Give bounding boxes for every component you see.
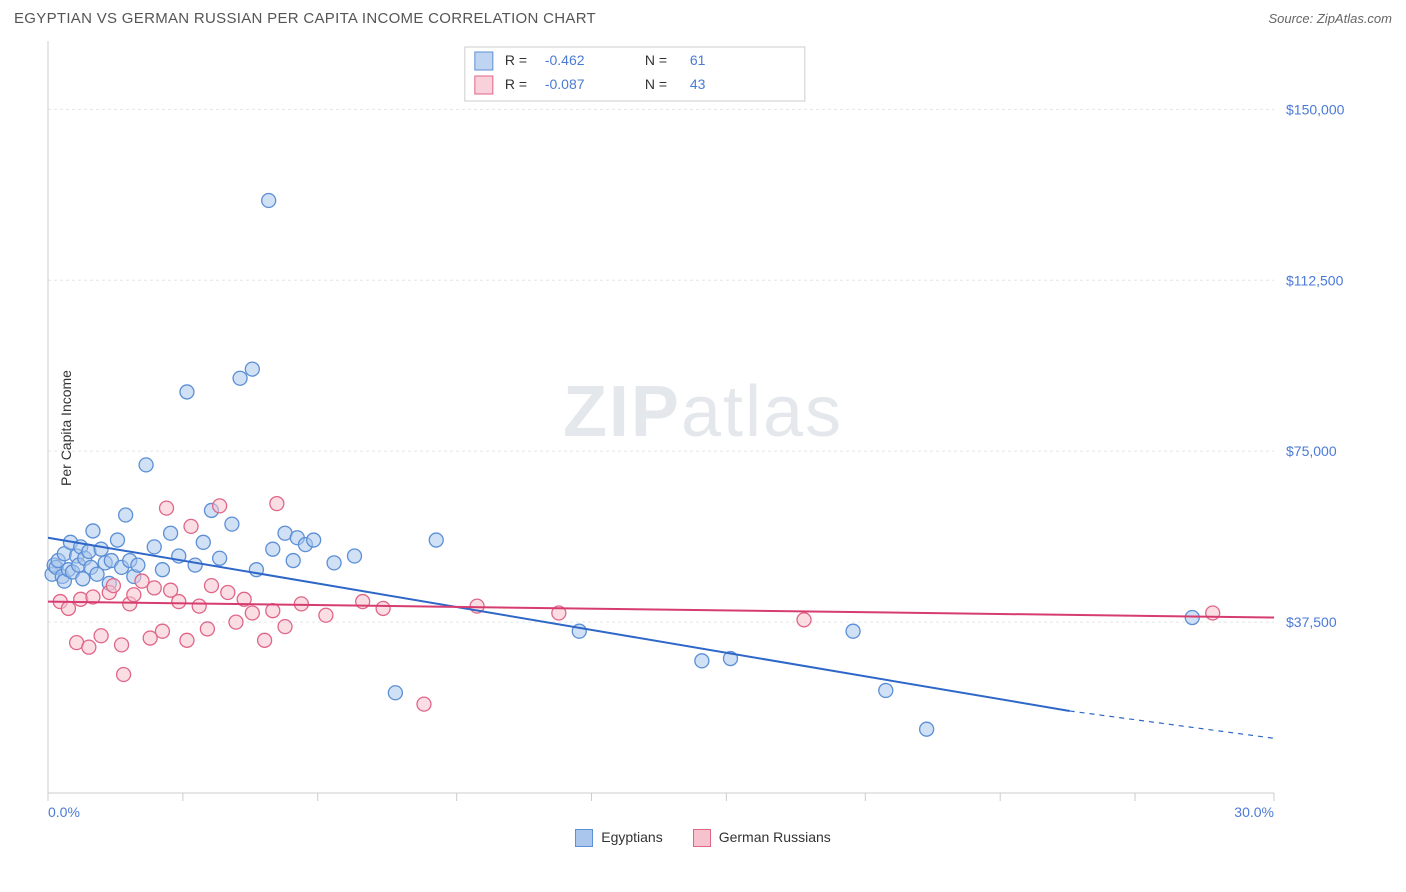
y-tick-label: $112,500 bbox=[1286, 272, 1344, 288]
data-point bbox=[348, 549, 362, 563]
data-point bbox=[180, 385, 194, 399]
chart-title: EGYPTIAN VS GERMAN RUSSIAN PER CAPITA IN… bbox=[14, 10, 596, 27]
data-point bbox=[131, 558, 145, 572]
data-point bbox=[86, 524, 100, 538]
legend-label: Egyptians bbox=[601, 829, 662, 845]
data-point bbox=[147, 581, 161, 595]
data-point bbox=[106, 579, 120, 593]
legend-n-label: N = bbox=[645, 52, 667, 68]
data-point bbox=[164, 526, 178, 540]
data-point bbox=[286, 554, 300, 568]
bottom-legend: Egyptians German Russians bbox=[0, 829, 1406, 847]
data-point bbox=[139, 458, 153, 472]
legend-r-value: -0.462 bbox=[545, 52, 585, 68]
regression-line-extrapolated bbox=[1070, 711, 1274, 738]
data-point bbox=[61, 601, 75, 615]
legend-n-label: N = bbox=[645, 76, 667, 92]
data-point bbox=[846, 624, 860, 638]
data-point bbox=[270, 497, 284, 511]
legend-n-value: 43 bbox=[690, 76, 706, 92]
y-tick-label: $37,500 bbox=[1286, 614, 1337, 630]
data-point bbox=[110, 533, 124, 547]
data-point bbox=[188, 558, 202, 572]
data-point bbox=[233, 371, 247, 385]
data-point bbox=[262, 194, 276, 208]
data-point bbox=[278, 620, 292, 634]
data-point bbox=[94, 542, 108, 556]
data-point bbox=[94, 629, 108, 643]
chart-container: Per Capita Income ZIPatlas $37,500$75,00… bbox=[14, 33, 1392, 823]
data-point bbox=[172, 595, 186, 609]
y-tick-label: $150,000 bbox=[1286, 101, 1345, 117]
legend-item: Egyptians bbox=[575, 829, 662, 847]
data-point bbox=[266, 542, 280, 556]
data-point bbox=[797, 613, 811, 627]
data-point bbox=[307, 533, 321, 547]
data-point bbox=[258, 633, 272, 647]
regression-line bbox=[48, 602, 1274, 618]
data-point bbox=[376, 601, 390, 615]
source-attribution: Source: ZipAtlas.com bbox=[1268, 11, 1392, 26]
data-point bbox=[879, 683, 893, 697]
data-point bbox=[213, 551, 227, 565]
data-point bbox=[388, 686, 402, 700]
legend-label: German Russians bbox=[719, 829, 831, 845]
x-tick-label: 30.0% bbox=[1234, 804, 1274, 820]
legend-r-label: R = bbox=[505, 52, 527, 68]
data-point bbox=[180, 633, 194, 647]
data-point bbox=[204, 579, 218, 593]
data-point bbox=[225, 517, 239, 531]
data-point bbox=[200, 622, 214, 636]
data-point bbox=[695, 654, 709, 668]
data-point bbox=[127, 588, 141, 602]
data-point bbox=[417, 697, 431, 711]
data-point bbox=[82, 544, 96, 558]
data-point bbox=[74, 592, 88, 606]
data-point bbox=[221, 585, 235, 599]
data-point bbox=[1206, 606, 1220, 620]
data-point bbox=[213, 499, 227, 513]
data-point bbox=[155, 563, 169, 577]
y-axis-label: Per Capita Income bbox=[58, 370, 74, 486]
legend-r-label: R = bbox=[505, 76, 527, 92]
data-point bbox=[327, 556, 341, 570]
data-point bbox=[184, 519, 198, 533]
legend-item: German Russians bbox=[693, 829, 831, 847]
legend-swatch bbox=[693, 829, 711, 847]
data-point bbox=[920, 722, 934, 736]
legend-swatch bbox=[475, 52, 493, 70]
data-point bbox=[229, 615, 243, 629]
data-point bbox=[147, 540, 161, 554]
data-point bbox=[245, 362, 259, 376]
scatter-plot: $37,500 $75,000 $112,500 $150,000 0.0% 30.0% R… bbox=[14, 33, 1364, 823]
data-point bbox=[192, 599, 206, 613]
data-point bbox=[155, 624, 169, 638]
data-point bbox=[245, 606, 259, 620]
legend-swatch bbox=[575, 829, 593, 847]
data-point bbox=[429, 533, 443, 547]
data-point bbox=[82, 640, 96, 654]
legend-n-value: 61 bbox=[690, 52, 706, 68]
y-tick-label: $75,000 bbox=[1286, 443, 1337, 459]
data-point bbox=[266, 604, 280, 618]
x-tick-label: 0.0% bbox=[48, 804, 80, 820]
data-point bbox=[115, 638, 129, 652]
data-point bbox=[117, 668, 131, 682]
data-point bbox=[119, 508, 133, 522]
legend-r-value: -0.087 bbox=[545, 76, 585, 92]
data-point bbox=[196, 535, 210, 549]
legend-swatch bbox=[475, 76, 493, 94]
data-point bbox=[160, 501, 174, 515]
data-point bbox=[319, 608, 333, 622]
